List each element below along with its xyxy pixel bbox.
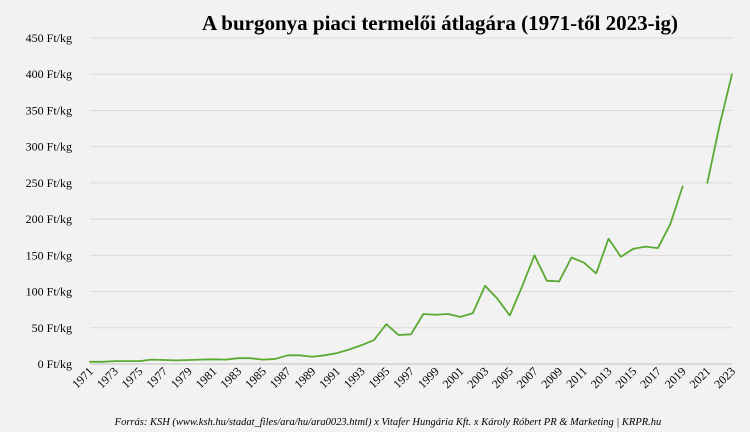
x-tick-label: 1999 (415, 364, 442, 391)
y-tick-label: 50 Ft/kg (32, 321, 72, 335)
grid-lines (90, 37, 732, 365)
x-tick-label: 1979 (168, 364, 195, 391)
series-line-segment-1 (89, 185, 684, 363)
y-tick-label: 450 Ft/kg (26, 31, 72, 45)
x-tick-label: 2023 (711, 364, 738, 391)
x-tick-label: 1971 (69, 364, 96, 391)
x-tick-label: 1997 (390, 364, 417, 391)
x-tick-label: 1977 (143, 364, 170, 391)
y-tick-label: 100 Ft/kg (26, 285, 72, 299)
x-tick-label: 2021 (687, 364, 714, 391)
y-tick-label: 150 Ft/kg (26, 248, 72, 262)
x-tick-label: 1991 (316, 364, 343, 391)
x-tick-label: 1995 (366, 364, 393, 391)
x-tick-label: 2005 (489, 364, 516, 391)
y-tick-label: 300 Ft/kg (26, 140, 72, 154)
x-tick-label: 2017 (637, 364, 664, 391)
y-tick-label: 200 Ft/kg (26, 212, 72, 226)
x-tick-label: 1975 (119, 364, 146, 391)
x-axis-tick-labels: 1971197319751977197919811983198519871989… (69, 364, 738, 391)
y-tick-label: 250 Ft/kg (26, 176, 72, 190)
x-tick-label: 2001 (440, 364, 467, 391)
series-layer (89, 73, 733, 363)
x-tick-label: 1983 (217, 364, 244, 391)
x-tick-label: 1989 (291, 364, 318, 391)
x-tick-label: 2007 (514, 364, 541, 391)
x-tick-label: 2013 (588, 364, 615, 391)
x-tick-label: 2019 (662, 364, 689, 391)
x-tick-label: 2015 (612, 364, 639, 391)
x-tick-label: 1973 (94, 364, 121, 391)
y-axis-tick-labels: 0 Ft/kg 50 Ft/kg 100 Ft/kg 150 Ft/kg 200 Ft/… (26, 31, 72, 371)
y-tick-label: 0 Ft/kg (38, 357, 72, 371)
y-tick-label: 350 Ft/kg (26, 103, 72, 117)
x-tick-label: 2003 (464, 364, 491, 391)
x-tick-label: 1987 (267, 364, 294, 391)
x-tick-label: 1981 (193, 364, 220, 391)
x-tick-label: 1993 (341, 364, 368, 391)
y-tick-label: 400 Ft/kg (26, 67, 72, 81)
chart-title: A burgonya piaci termelői átlagára (1971… (202, 11, 678, 35)
source-note: Forrás: KSH (www.ksh.hu/stadat_files/ara… (114, 417, 662, 428)
x-tick-label: 2009 (538, 364, 565, 391)
x-tick-label: 1985 (242, 364, 269, 391)
series-line-segment-2 (706, 73, 733, 184)
x-tick-label: 2011 (563, 364, 590, 391)
